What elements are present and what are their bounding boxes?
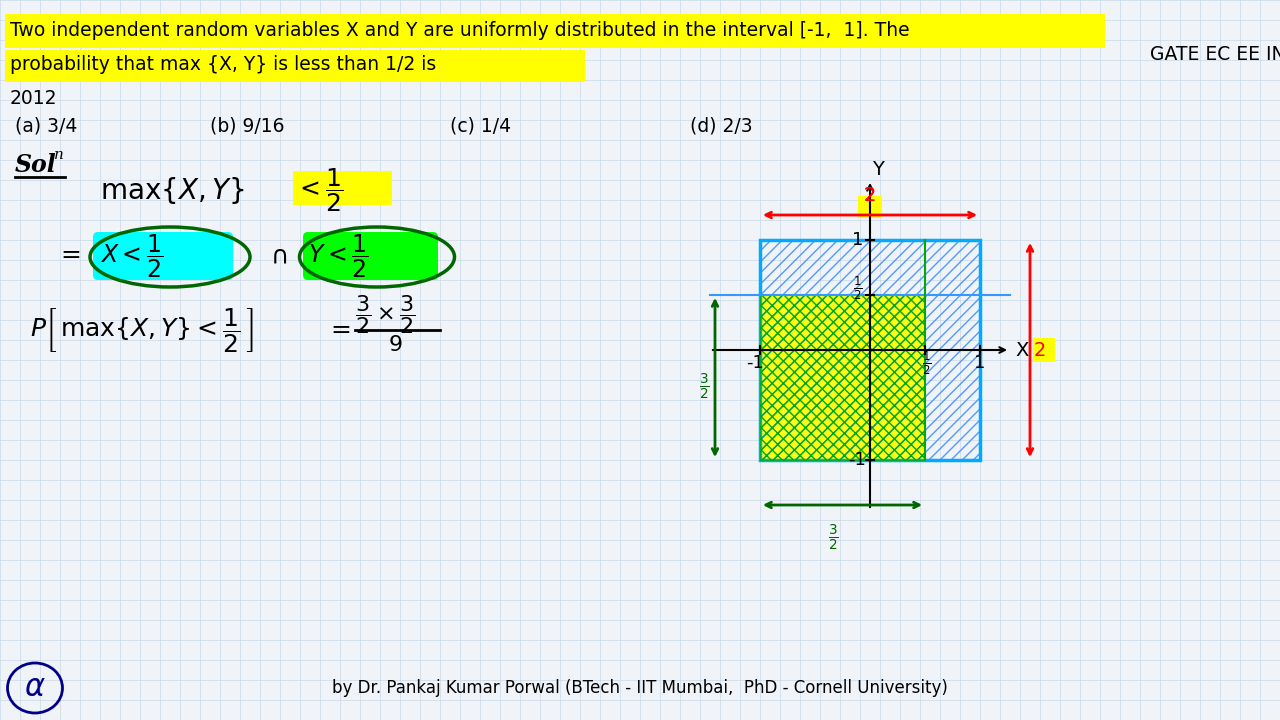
- Text: by Dr. Pankaj Kumar Porwal (BTech - IIT Mumbai,  PhD - Cornell University): by Dr. Pankaj Kumar Porwal (BTech - IIT …: [332, 679, 948, 697]
- Text: probability that max {X, Y} is less than 1/2 is: probability that max {X, Y} is less than…: [10, 55, 436, 74]
- Text: 1: 1: [974, 354, 986, 372]
- Text: 2: 2: [864, 186, 877, 205]
- Text: $\frac{3}{2}$: $\frac{3}{2}$: [699, 372, 710, 402]
- Text: 2012: 2012: [10, 89, 58, 107]
- FancyBboxPatch shape: [303, 232, 438, 280]
- FancyBboxPatch shape: [93, 232, 233, 280]
- Text: (b) 9/16: (b) 9/16: [210, 117, 284, 135]
- Text: $\cap$: $\cap$: [270, 244, 287, 268]
- FancyBboxPatch shape: [293, 171, 392, 205]
- Text: $\dfrac{3}{2}\times\dfrac{3}{2}$: $\dfrac{3}{2}\times\dfrac{3}{2}$: [355, 294, 416, 336]
- Text: 1: 1: [852, 231, 864, 249]
- Text: (c) 1/4: (c) 1/4: [451, 117, 511, 135]
- Text: -1: -1: [746, 354, 764, 372]
- FancyBboxPatch shape: [5, 50, 585, 82]
- Text: $P\left[\,\mathrm{max}\{X, Y\} < \dfrac{1}{2}\,\right]$: $P\left[\,\mathrm{max}\{X, Y\} < \dfrac{…: [29, 306, 253, 354]
- Text: GATE EC EE IN: GATE EC EE IN: [1149, 45, 1280, 65]
- Text: Y: Y: [872, 160, 884, 179]
- Text: $X < \dfrac{1}{2}$: $X < \dfrac{1}{2}$: [100, 233, 164, 279]
- Text: (d) 2/3: (d) 2/3: [690, 117, 753, 135]
- Text: (a) 3/4: (a) 3/4: [15, 117, 77, 135]
- FancyBboxPatch shape: [858, 196, 882, 218]
- Text: $\mathrm{max}\{X, Y\}$: $\mathrm{max}\{X, Y\}$: [100, 174, 244, 205]
- Text: n: n: [54, 148, 64, 162]
- Text: -1: -1: [849, 451, 865, 469]
- Text: $\frac{1}{2}$: $\frac{1}{2}$: [923, 349, 932, 377]
- FancyBboxPatch shape: [1033, 338, 1055, 362]
- Text: X: X: [1015, 341, 1028, 359]
- Text: =: =: [330, 318, 351, 342]
- Text: $Y < \dfrac{1}{2}$: $Y < \dfrac{1}{2}$: [308, 233, 369, 279]
- Text: $\alpha$: $\alpha$: [24, 673, 46, 703]
- FancyBboxPatch shape: [5, 14, 1105, 48]
- Text: =: =: [60, 243, 81, 267]
- Text: $\frac{1}{2}$: $\frac{1}{2}$: [852, 274, 861, 302]
- Text: $9$: $9$: [388, 335, 402, 355]
- Text: $\frac{3}{2}$: $\frac{3}{2}$: [828, 523, 838, 553]
- Text: 2: 2: [1034, 341, 1046, 359]
- Text: Two independent random variables X and Y are uniformly distributed in the interv: Two independent random variables X and Y…: [10, 20, 910, 40]
- Text: Sol: Sol: [15, 153, 56, 177]
- FancyBboxPatch shape: [760, 295, 925, 460]
- Text: 2: 2: [864, 186, 877, 205]
- Text: $<\dfrac{1}{2}$: $<\dfrac{1}{2}$: [294, 166, 343, 214]
